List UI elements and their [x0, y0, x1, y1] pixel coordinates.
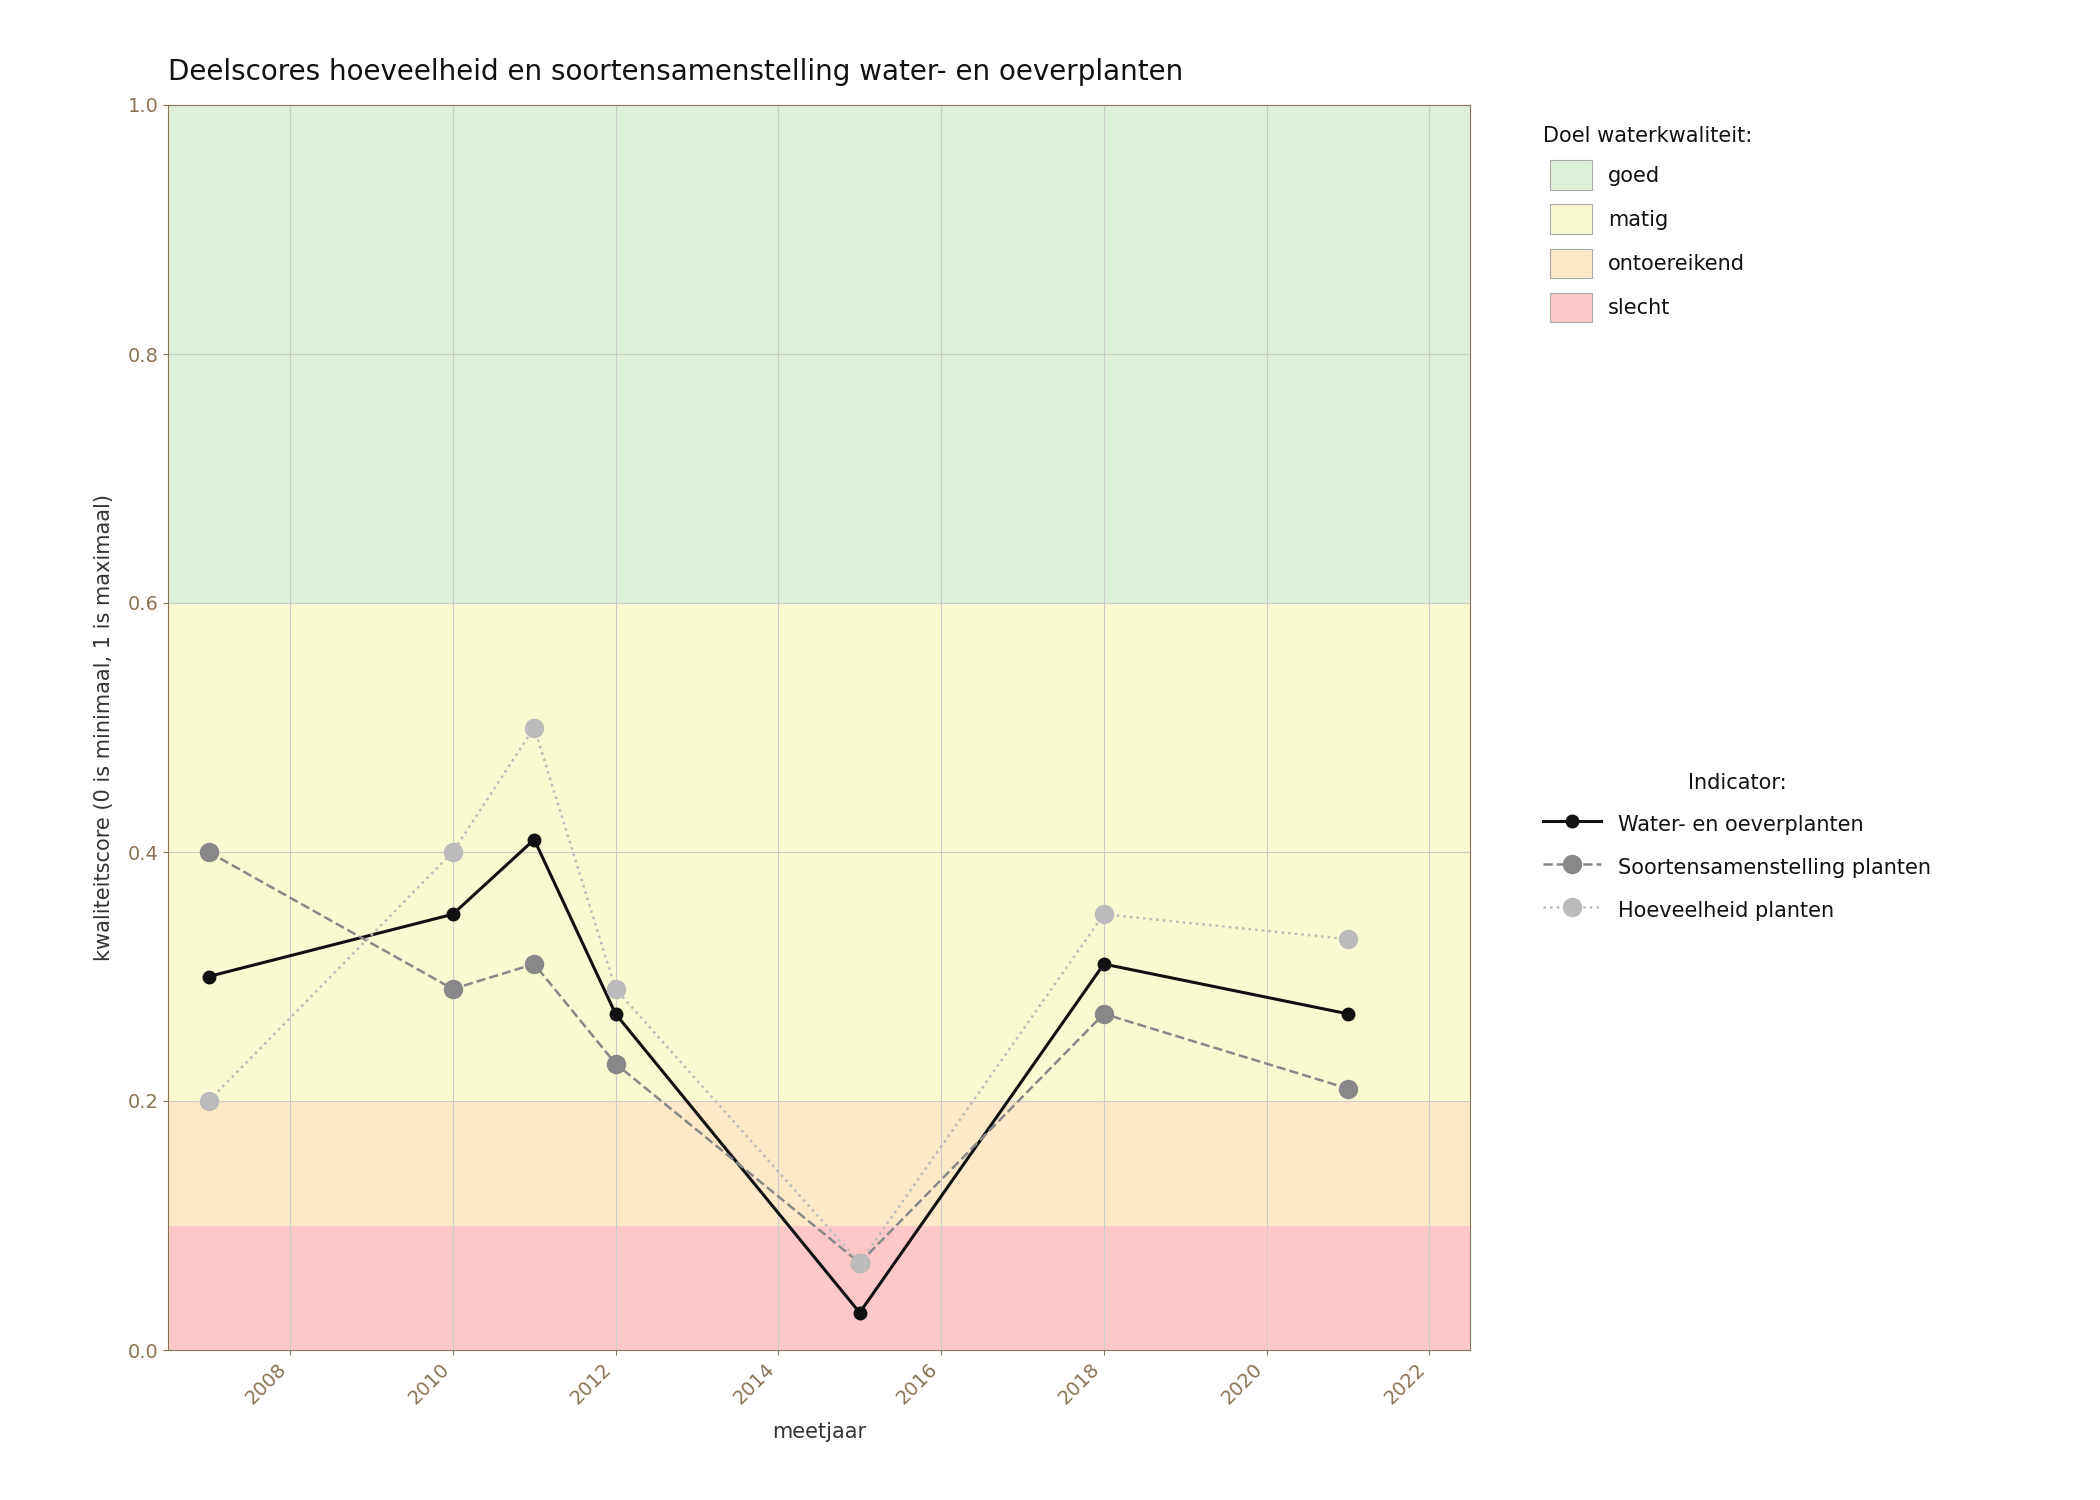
Soortensamenstelling planten [1092, 1005, 1117, 1023]
Soortensamenstelling planten [603, 1054, 628, 1072]
Hoeveelheid planten [441, 843, 466, 861]
Hoeveelheid planten [195, 1092, 220, 1110]
Bar [168, 603, 1470, 1101]
Water- en oeverplanten [846, 1304, 872, 1322]
Soortensamenstelling planten [195, 843, 220, 861]
Water- en oeverplanten [603, 1005, 628, 1023]
Water- en oeverplanten [521, 831, 546, 849]
Hoeveelheid planten [521, 718, 546, 736]
Line: Soortensamenstelling planten: Soortensamenstelling planten [200, 843, 1357, 1272]
Bar [168, 105, 1470, 603]
Line: Hoeveelheid planten: Hoeveelheid planten [200, 718, 1357, 1272]
Water- en oeverplanten [441, 904, 466, 922]
Bar [168, 1101, 1470, 1226]
Water- en oeverplanten [1092, 956, 1117, 974]
Bar [168, 1226, 1470, 1350]
Legend: Water- en oeverplanten, Soortensamenstelling planten, Hoeveelheid planten: Water- en oeverplanten, Soortensamenstel… [1533, 764, 1940, 932]
Hoeveelheid planten [603, 980, 628, 998]
Hoeveelheid planten [846, 1254, 872, 1272]
Soortensamenstelling planten [1336, 1080, 1361, 1098]
Soortensamenstelling planten [521, 956, 546, 974]
Text: Deelscores hoeveelheid en soortensamenstelling water- en oeverplanten: Deelscores hoeveelheid en soortensamenst… [168, 58, 1182, 86]
X-axis label: meetjaar: meetjaar [773, 1422, 865, 1442]
Line: Water- en oeverplanten: Water- en oeverplanten [202, 834, 1354, 1318]
Hoeveelheid planten [1336, 930, 1361, 948]
Soortensamenstelling planten [441, 980, 466, 998]
Hoeveelheid planten [1092, 904, 1117, 922]
Soortensamenstelling planten [846, 1254, 872, 1272]
Water- en oeverplanten [195, 968, 220, 986]
Water- en oeverplanten [1336, 1005, 1361, 1023]
Y-axis label: kwaliteitscore (0 is minimaal, 1 is maximaal): kwaliteitscore (0 is minimaal, 1 is maxi… [94, 494, 113, 962]
